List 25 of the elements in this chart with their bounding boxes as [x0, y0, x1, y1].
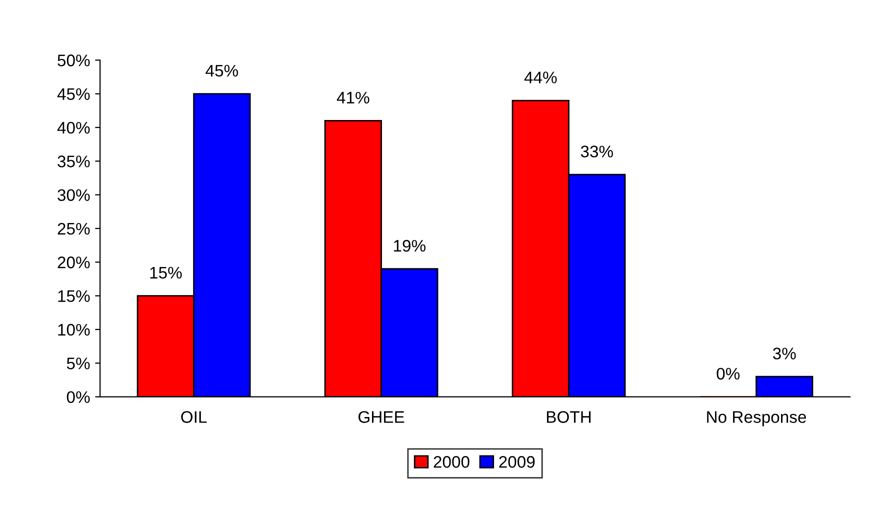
y-tick-label: 45% — [57, 88, 90, 100]
x-tick-label: GHEE — [358, 411, 404, 423]
data-label: 15% — [150, 266, 182, 279]
x-tick-label: No Response — [707, 411, 806, 426]
data-label: 41% — [336, 92, 370, 104]
y-tick-label: 40% — [57, 122, 90, 134]
data-label: 0% — [716, 368, 740, 380]
y-tick-label: 10% — [58, 324, 90, 336]
data-label: 19% — [394, 240, 426, 252]
x-tick-label: BOTH — [546, 411, 591, 423]
y-tick-label: 0% — [66, 391, 90, 404]
data-label: 33% — [580, 146, 613, 158]
x-tick-label: OIL — [181, 411, 207, 423]
y-tick-label: 20% — [58, 256, 90, 268]
y-tick-label: 5% — [66, 358, 90, 370]
y-tick-label: 50% — [58, 54, 90, 66]
y-tick-label: 30% — [58, 189, 90, 202]
data-label: 44% — [524, 72, 557, 84]
y-tick-label: 15% — [58, 290, 90, 302]
y-tick-label: 25% — [58, 222, 90, 235]
legend-label: 2009 — [499, 456, 535, 468]
y-tick-label: 35% — [58, 156, 90, 168]
legend-label: 2000 — [434, 456, 470, 468]
data-label: 45% — [206, 64, 238, 77]
data-label: 3% — [772, 348, 796, 360]
